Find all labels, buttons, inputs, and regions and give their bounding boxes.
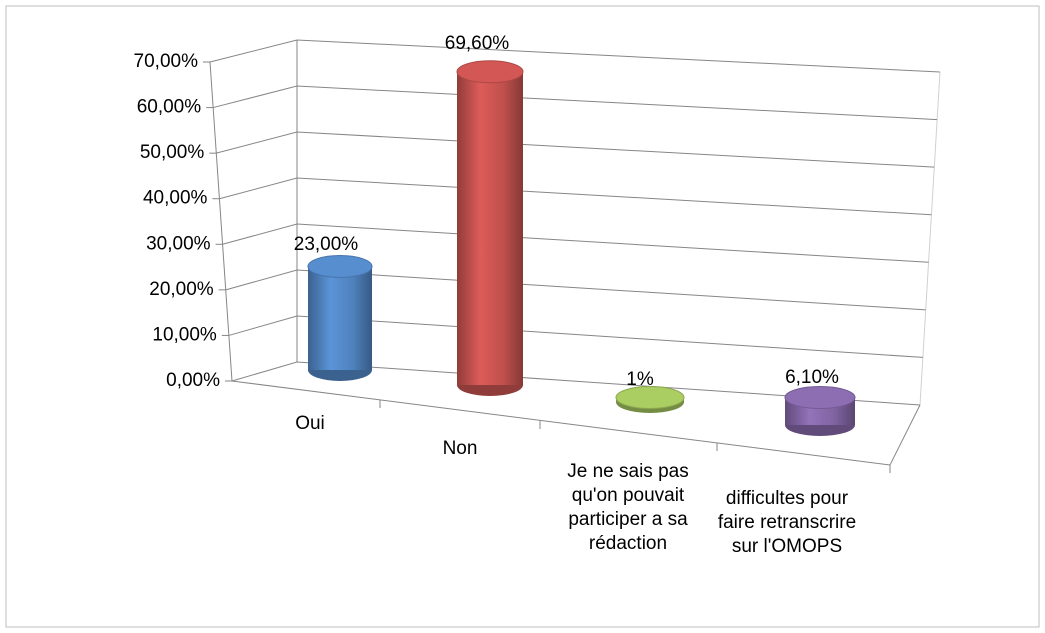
cylinder-top bbox=[307, 255, 373, 278]
cylinder bbox=[308, 266, 372, 370]
grid-line bbox=[228, 315, 923, 358]
value-label: 23,00% bbox=[294, 234, 359, 255]
cylinder-top bbox=[615, 386, 685, 409]
cylinder-top bbox=[784, 386, 856, 410]
grid-line bbox=[209, 39, 941, 73]
y-tick-label: 40,00% bbox=[143, 188, 208, 209]
grid-line bbox=[222, 223, 929, 263]
cylinder-top bbox=[456, 60, 524, 84]
y-tick-label: 60,00% bbox=[137, 97, 202, 118]
value-label: 6,10% bbox=[785, 367, 839, 388]
grid-line bbox=[231, 361, 921, 406]
x-tick-label: difficultes pour faire retranscrire sur … bbox=[717, 488, 857, 557]
y-tick-label: 70,00% bbox=[134, 51, 199, 72]
y-tick-label: 30,00% bbox=[146, 233, 211, 254]
value-label: 1% bbox=[626, 369, 654, 390]
x-tick-label: Non bbox=[442, 438, 478, 459]
axis-line bbox=[209, 61, 233, 382]
y-tick-label: 20,00% bbox=[149, 279, 214, 300]
grid-line bbox=[216, 131, 935, 168]
grid-line bbox=[213, 85, 938, 121]
right-edge bbox=[919, 71, 941, 406]
grid-line bbox=[219, 177, 932, 216]
cylinder bbox=[457, 71, 523, 386]
y-tick-label: 0,00% bbox=[166, 370, 220, 391]
value-label: 69,60% bbox=[445, 33, 510, 54]
y-tick-label: 10,00% bbox=[152, 324, 217, 345]
x-tick-label: Oui bbox=[295, 413, 325, 434]
grid-line bbox=[225, 269, 926, 311]
y-tick-label: 50,00% bbox=[140, 142, 205, 163]
x-tick-label: Je ne sais pas qu'on pouvait participer … bbox=[567, 461, 689, 554]
